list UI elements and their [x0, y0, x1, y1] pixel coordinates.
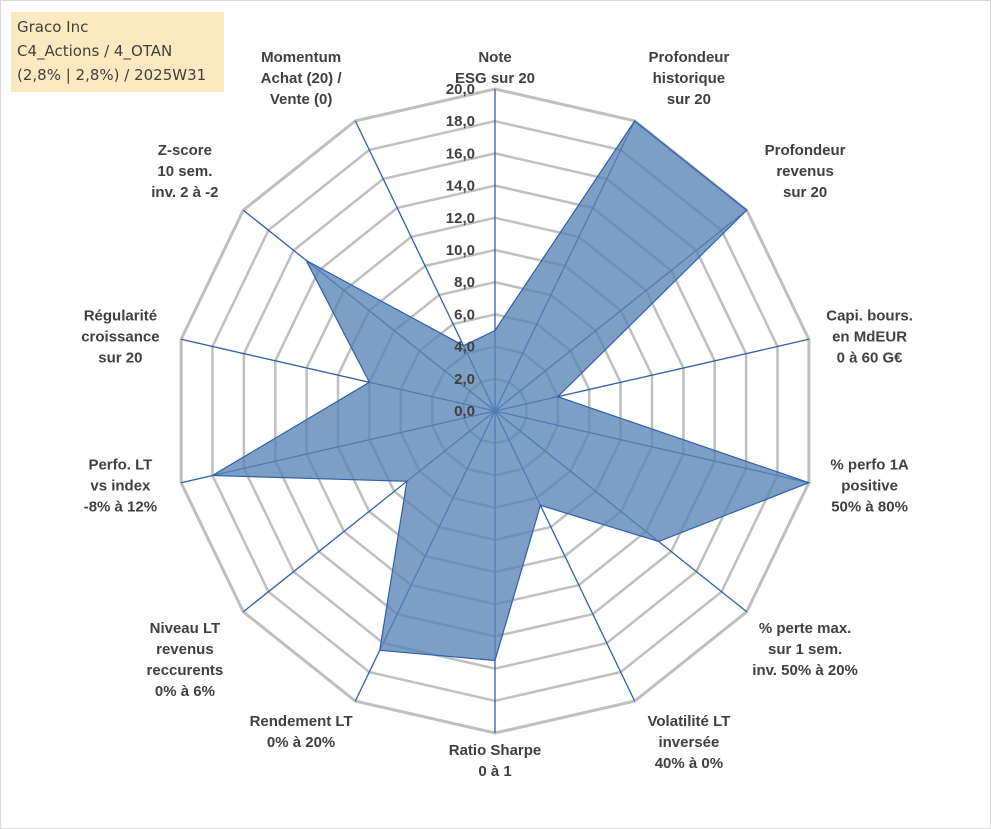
axis-label-line: 10 sem.	[157, 163, 212, 180]
axis-label: % perfo 1A positive 50% à 80%	[830, 456, 909, 515]
tick-label: 12,0	[446, 210, 475, 227]
tick-label: 20,0	[446, 81, 475, 98]
tick-label: 6,0	[454, 306, 475, 323]
axis-label-line: Momentum	[261, 49, 341, 66]
series-area	[210, 120, 811, 662]
axis-label-line: sur 1 sem.	[768, 641, 842, 658]
axis-label-line: historique	[653, 70, 726, 87]
axis-label: Niveau LT revenus reccurents 0% à 6%	[147, 620, 224, 700]
axis-label-line: Note	[478, 49, 511, 66]
axis-label-line: % perfo 1A	[830, 456, 909, 473]
axis-label-line: Profondeur	[765, 142, 846, 159]
axis-label-line: inv. 2 à -2	[151, 184, 218, 201]
axis-label-line: Perfo. LT	[88, 456, 152, 473]
axis-label: Régularité croissance sur 20	[81, 308, 159, 367]
axis-label-line: Profondeur	[648, 49, 729, 66]
label-layer: Note ESG sur 20 Profondeur historique sur 20…	[81, 49, 913, 780]
axis-label: Rendement LT 0% à 20%	[250, 713, 353, 751]
axis-label-line: revenus	[776, 163, 834, 180]
axis-label-line: 0% à 20%	[267, 734, 335, 751]
tick-label: 4,0	[454, 339, 475, 356]
axis-label-line: sur 20	[783, 184, 827, 201]
axis-label-line: -8% à 12%	[84, 498, 157, 515]
axis-label-line: Niveau LT	[150, 620, 221, 637]
axis-label-line: revenus	[156, 641, 214, 658]
tick-label: 16,0	[446, 145, 475, 162]
axis-label: Momentum Achat (20) / Vente (0)	[261, 49, 343, 108]
axis-label-line: Vente (0)	[270, 91, 333, 108]
axis-label: Perfo. LT vs index -8% à 12%	[84, 456, 157, 515]
axis-label-line: 50% à 80%	[831, 498, 908, 515]
tick-label: 14,0	[446, 178, 475, 195]
axis-label-line: vs index	[90, 477, 151, 494]
axis-label-line: inversée	[658, 734, 719, 751]
axis-label-line: reccurents	[147, 662, 224, 679]
axis-label-line: inv. 50% à 20%	[752, 662, 858, 679]
axis-label-line: positive	[841, 477, 898, 494]
area-layer	[210, 120, 811, 662]
axis-label-line: 0 à 60 G€	[837, 350, 904, 367]
tick-label: 18,0	[446, 113, 475, 130]
info-company: Graco Inc	[17, 18, 89, 36]
axis-label-line: 40% à 0%	[655, 755, 723, 772]
axis-label-line: Volatilité LT	[648, 713, 731, 730]
tick-label: 8,0	[454, 274, 475, 291]
axis-label-line: Achat (20) /	[261, 70, 343, 87]
axis-label-line: 0 à 1	[478, 763, 511, 780]
tick-layer: 0,0 2,0 4,0 6,0 8,0 10,0 12,0 14,0 16,0 18,0 20,0	[446, 81, 475, 420]
axis-label: Capi. bours. en MdEUR 0 à 60 G€	[826, 308, 913, 367]
axis-label-line: % perte max.	[759, 620, 852, 637]
axis-label-line: croissance	[81, 329, 159, 346]
axis-label-line: Z-score	[158, 142, 212, 159]
axis-label-line: Régularité	[84, 308, 157, 325]
axis-label-line: sur 20	[667, 91, 711, 108]
axis-label-line: Capi. bours.	[826, 308, 913, 325]
axis-label: Volatilité LT inversée 40% à 0%	[648, 713, 731, 772]
axis-label: Profondeur revenus sur 20	[765, 142, 846, 201]
info-category: C4_Actions / 4_OTAN	[17, 42, 173, 60]
axis-label: % perte max. sur 1 sem. inv. 50% à 20%	[752, 620, 858, 679]
tick-label: 2,0	[454, 371, 475, 388]
axis-label: Ratio Sharpe 0 à 1	[449, 742, 542, 780]
axis-label-line: en MdEUR	[832, 329, 907, 346]
axis-label: Profondeur historique sur 20	[648, 49, 729, 108]
axis-label: Z-score 10 sem. inv. 2 à -2	[151, 142, 218, 201]
axis-label-line: sur 20	[98, 350, 142, 367]
tick-label: 10,0	[446, 242, 475, 259]
info-box: Graco Inc C4_Actions / 4_OTAN (2,8% | 2,…	[11, 12, 224, 92]
tick-label: 0,0	[454, 403, 475, 420]
info-weights: (2,8% | 2,8%) / 2025W31	[17, 66, 207, 84]
axis-label: Note ESG sur 20	[455, 49, 535, 87]
axis-label-line: Rendement LT	[250, 713, 353, 730]
axis-label-line: Ratio Sharpe	[449, 742, 542, 759]
axis-label-line: 0% à 6%	[155, 683, 215, 700]
axis-label-line: ESG sur 20	[455, 70, 535, 87]
